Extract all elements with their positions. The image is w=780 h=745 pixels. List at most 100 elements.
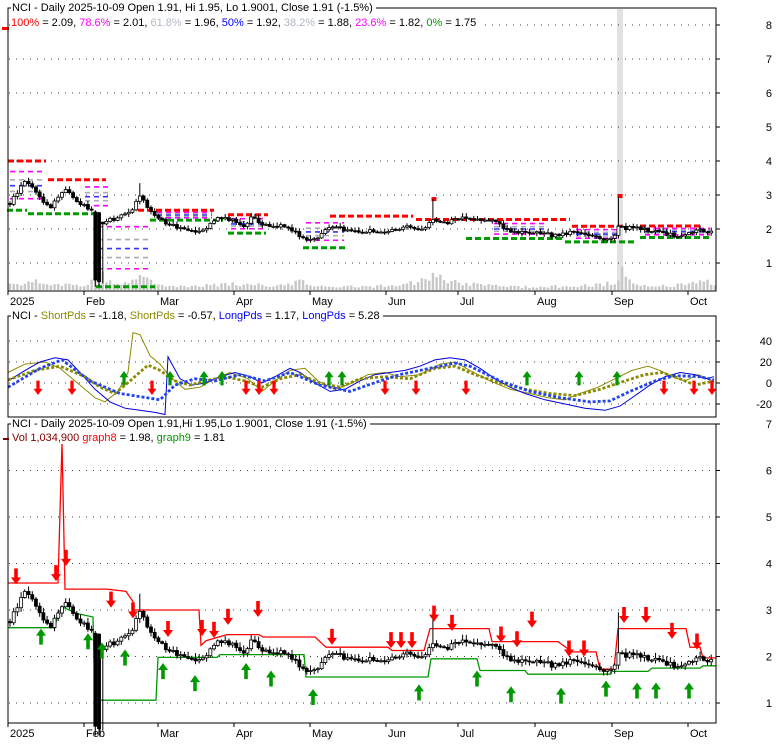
sell-arrow: [147, 380, 157, 395]
axis-label: Jun: [388, 728, 406, 740]
axis-label: 2: [766, 224, 772, 236]
axis-label: Apr: [236, 728, 253, 740]
legend-segment: = 1.96,: [181, 17, 222, 29]
sell-arrow: [461, 380, 471, 395]
axis-label: 6: [766, 88, 772, 100]
axis-label: 6: [766, 466, 772, 478]
buy-arrow: [36, 628, 46, 645]
panel3-header: NCI - Daily 2025-10-09 Open 1.91,Hi 1.95…: [11, 418, 370, 430]
buy-arrow: [199, 371, 209, 386]
sell-arrow: [496, 626, 507, 643]
legend-segment: graph8: [82, 432, 117, 444]
sell-arrow: [659, 380, 669, 395]
panel3-signal-arrows: [11, 549, 702, 706]
buy-arrow: [684, 682, 694, 699]
sell-arrow: [619, 607, 629, 624]
fib-legend: 100% = 2.09, 78.6% = 2.01, 61.8% = 1.96,…: [10, 17, 480, 29]
buy-arrow: [119, 371, 129, 386]
axis-label: 2: [766, 652, 772, 664]
sell-arrow: [386, 632, 397, 649]
sell-arrow: [163, 620, 173, 637]
sell-arrow: [411, 380, 421, 395]
legend-segment: Vol 1,034,900: [12, 432, 83, 444]
sell-arrow: [61, 549, 71, 566]
axis-label: 2025: [10, 728, 34, 740]
panel3-plot-area[interactable]: [8, 424, 716, 723]
axis-label: 7: [766, 54, 772, 66]
buy-arrow: [414, 684, 425, 701]
panel3-candles: [8, 586, 714, 736]
buy-arrow: [522, 371, 532, 386]
axis-label: Feb: [86, 728, 105, 740]
axis-label: 4: [766, 156, 772, 168]
axis-label: 1: [766, 698, 772, 710]
panel1-header: NCI - Daily 2025-10-09 Open 1.91, Hi 1.9…: [11, 2, 376, 14]
panel1-y-axis: 8 7 6 5 4 3 2 1: [716, 20, 772, 270]
panel3-y-axis: 7 6 5 4 3 2 1: [716, 419, 772, 710]
axis-label: 8: [766, 20, 772, 32]
axis-label: 2025: [10, 296, 34, 308]
sell-arrow: [253, 600, 264, 617]
panel1-plot-area[interactable]: [8, 8, 716, 291]
axis-label: May: [312, 728, 333, 740]
panel2-gridlines: [9, 340, 715, 405]
legend-segment: = 1.88,: [315, 17, 356, 29]
buy-arrow: [158, 663, 168, 680]
axis-label: Mar: [160, 728, 179, 740]
panel2-signal-arrows: [33, 371, 717, 395]
panel2-y-axis: 40 20 0 -20: [716, 336, 772, 411]
fib-swing-dots: [2, 27, 623, 440]
oscillator-lines: [7, 331, 715, 416]
legend-segment: = 1.81: [190, 432, 225, 444]
sell-arrow: [396, 632, 407, 649]
fib-zones: [7, 159, 712, 289]
axis-label: Sep: [614, 296, 634, 308]
legend-segment: 23.6%: [355, 17, 387, 29]
buy-arrow: [241, 663, 251, 680]
legend-segment: 38.2%: [283, 17, 316, 29]
buy-arrow: [165, 371, 175, 386]
axis-label: Mar: [160, 296, 179, 308]
buy-arrow: [556, 687, 566, 704]
axis-label: Aug: [537, 728, 557, 740]
trailing-stops: [8, 442, 716, 701]
stop-line-red: [8, 442, 716, 670]
sell-arrow: [128, 602, 138, 619]
axis-label: Apr: [236, 296, 253, 308]
buy-arrow: [120, 649, 130, 666]
axis-label: Aug: [537, 296, 557, 308]
legend-segment: = 1.92,: [243, 17, 284, 29]
legend-segment: graph9: [156, 432, 191, 444]
buy-arrow: [337, 371, 347, 386]
legend-segment: = -0.57,: [174, 310, 219, 322]
highlight-band: [617, 9, 623, 290]
axis-label: May: [312, 296, 333, 308]
panel2-header: NCI - ShortPds = -1.18, ShortPds = -0.57…: [11, 310, 383, 322]
axis-label: 7: [766, 419, 772, 431]
legend-segment: ShortPds: [129, 310, 175, 322]
buy-arrow: [612, 371, 622, 386]
legend-segment: = 1.75: [442, 17, 477, 29]
axis-label: 3: [766, 605, 772, 617]
axis-label: Jul: [460, 296, 474, 308]
axis-label: Jul: [460, 728, 474, 740]
sell-arrow: [692, 633, 702, 650]
sell-arrow: [564, 640, 574, 657]
legend-segment: = 2.09,: [39, 17, 80, 29]
legend-segment: ShortPds: [40, 310, 86, 322]
sell-arrow: [269, 380, 279, 395]
legend-segment: = -1.18,: [85, 310, 130, 322]
sell-arrow: [197, 620, 207, 637]
buy-arrow: [324, 371, 334, 386]
sell-arrow: [579, 640, 589, 657]
sell-arrow: [527, 611, 537, 628]
panel2-plot-area[interactable]: [8, 316, 716, 417]
buy-arrow: [190, 675, 200, 692]
fib-level-marker: [2, 27, 9, 30]
sell-arrow: [641, 607, 651, 624]
sell-arrow: [67, 380, 77, 395]
sell-arrow: [429, 605, 440, 622]
axis-label: 5: [766, 122, 772, 134]
sell-arrow: [106, 591, 116, 608]
